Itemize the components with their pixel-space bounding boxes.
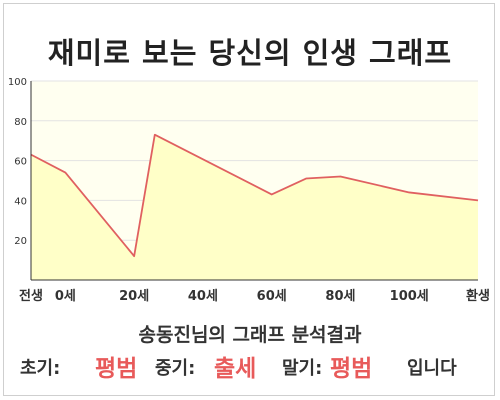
mid-value: 출세	[214, 356, 257, 382]
late-value: 평범	[330, 356, 373, 382]
result-suffix: 입니다	[407, 358, 457, 379]
card-frame	[3, 3, 495, 396]
page-title: 재미로 보는 당신의 인생 그래프	[47, 36, 453, 70]
x-tick-label: 전생	[19, 288, 43, 304]
late-label: 말기:	[282, 358, 323, 379]
x-tick-label: 40세	[188, 289, 218, 304]
x-tick-label: 80세	[325, 289, 355, 304]
early-label: 초기:	[20, 358, 61, 379]
x-tick-label: 20세	[119, 289, 149, 304]
y-tick-label: 40	[14, 196, 27, 207]
y-tick-label: 60	[14, 157, 27, 168]
mid-label: 중기:	[155, 358, 196, 379]
early-value: 평범	[95, 356, 138, 382]
x-tick-label: 100세	[390, 289, 429, 304]
result-summary: 초기: 평범 중기: 출세 말기: 평범 입니다	[0, 346, 500, 382]
x-tick-label: 0세	[55, 289, 76, 304]
y-tick-label: 80	[14, 117, 27, 128]
y-tick-label: 20	[14, 236, 27, 247]
x-tick-label: 환생	[466, 288, 490, 304]
area-fill	[31, 134, 478, 280]
x-tick-label: 60세	[257, 289, 287, 304]
series-line	[30, 133, 479, 258]
result-heading: 송동진님의 그래프 분석결과	[138, 324, 362, 346]
y-tick-label: 100	[8, 77, 27, 88]
